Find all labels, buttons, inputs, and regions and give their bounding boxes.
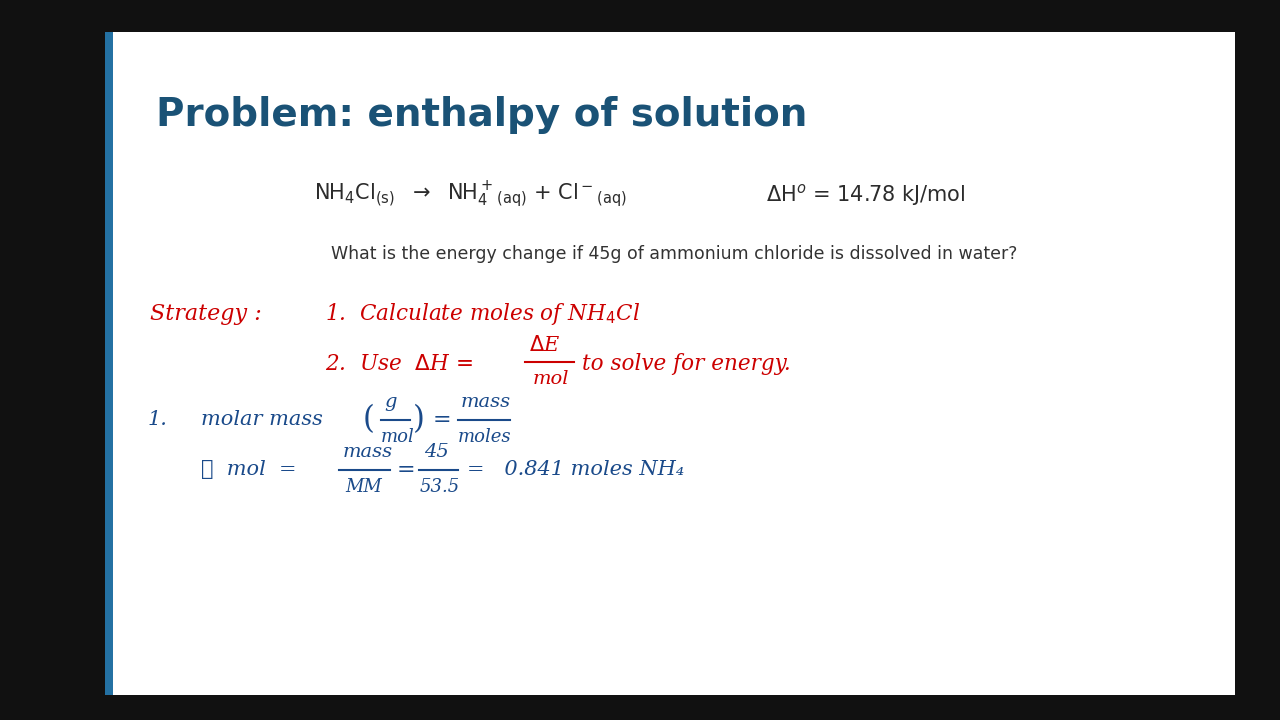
Text: g: g bbox=[384, 393, 397, 411]
Text: ): ) bbox=[412, 405, 424, 436]
Text: molar mass: molar mass bbox=[201, 410, 323, 429]
Text: $\Delta$H$^o$ = 14.78 kJ/mol: $\Delta$H$^o$ = 14.78 kJ/mol bbox=[767, 181, 965, 207]
Text: =: = bbox=[433, 410, 452, 430]
Text: (: ( bbox=[362, 405, 375, 436]
Text: moles: moles bbox=[457, 428, 511, 446]
Text: =   0.841 moles NH₄: = 0.841 moles NH₄ bbox=[467, 460, 684, 479]
Text: =: = bbox=[397, 459, 415, 480]
Text: 1.: 1. bbox=[148, 410, 168, 429]
Text: mol: mol bbox=[532, 370, 568, 388]
Text: mass: mass bbox=[461, 393, 511, 411]
Text: NH$_4$Cl$_{\mathsf{(s)}}$  $\rightarrow$  NH$_4^+$$_{\mathsf{(aq)}}$ + Cl$^-$$_{: NH$_4$Cl$_{\mathsf{(s)}}$ $\rightarrow$ … bbox=[314, 179, 627, 210]
Text: ∴  mol  =: ∴ mol = bbox=[201, 460, 297, 479]
Text: to solve for energy.: to solve for energy. bbox=[582, 353, 791, 374]
Text: MM: MM bbox=[346, 477, 383, 495]
Text: Strategy :: Strategy : bbox=[150, 303, 262, 325]
Text: mol: mol bbox=[380, 428, 415, 446]
Text: 53.5: 53.5 bbox=[419, 477, 460, 495]
Text: 2.  Use  $\Delta$H =: 2. Use $\Delta$H = bbox=[325, 353, 474, 374]
Text: $\Delta$E: $\Delta$E bbox=[529, 335, 559, 355]
Text: What is the energy change if 45g of ammonium chloride is dissolved in water?: What is the energy change if 45g of ammo… bbox=[332, 246, 1018, 264]
Text: Problem: enthalpy of solution: Problem: enthalpy of solution bbox=[156, 96, 808, 134]
Text: mass: mass bbox=[342, 443, 393, 461]
Text: 1.  Calculate moles of NH$_4$Cl: 1. Calculate moles of NH$_4$Cl bbox=[325, 301, 640, 327]
Text: 45: 45 bbox=[424, 443, 448, 461]
